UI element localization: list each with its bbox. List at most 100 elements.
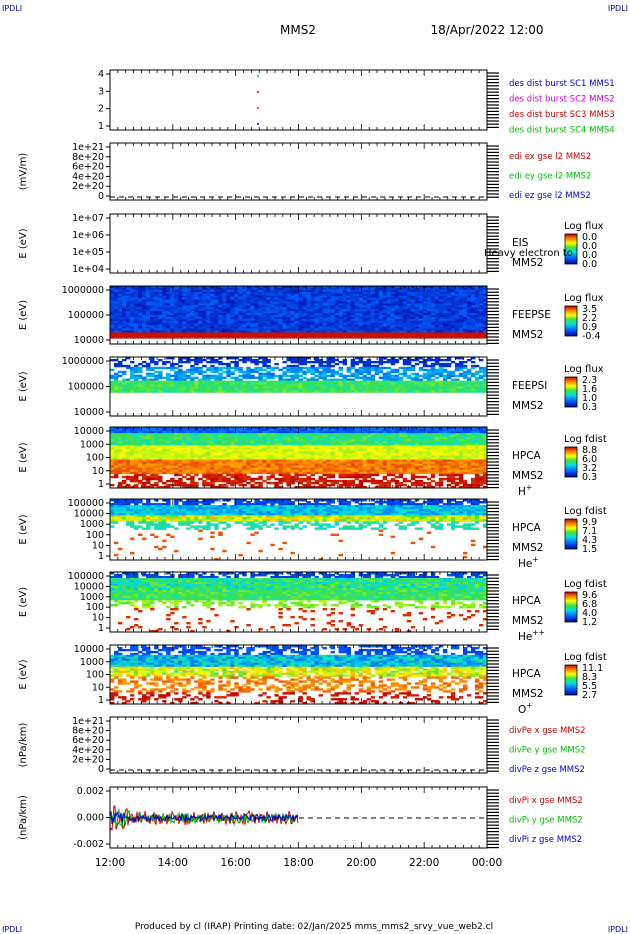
panel-feepse-pixel [474,330,480,333]
panel-feepsi-pixel [450,370,456,374]
panel-feepse-pixel [482,324,488,327]
panel-feepse-pixel [442,301,448,304]
panel-feepse-pixel [314,326,319,329]
panel-feepse-pixel [206,318,211,322]
panel-feepsi-pixel [310,378,315,381]
panel-feepse-pixel [186,291,191,295]
panel-hpca_h-pixel [162,445,167,448]
panel-feepsi-pixel [410,368,416,372]
panel-feepsi-pixel [238,358,243,362]
panel-feepse-pixel [414,336,420,339]
panel-feepse-pixel [110,311,115,314]
panel-feepsi-pixel [370,382,376,385]
panel-feepse-pixel [422,289,428,293]
panel-feepsi-pixel [422,380,428,383]
panel-feepse-pixel [266,291,271,295]
panel-hpca_h-pixel [126,441,131,444]
panel-feepsi-pixel [310,370,315,374]
panel-feepsi-pixel [370,380,376,383]
panel-feepse-pixel [234,309,239,312]
panel-hpca_h-pixel [122,447,127,450]
panel-feepse-pixel [306,318,311,322]
panel-feepse-pixel [206,307,211,310]
panel-feepsi-pixel [386,358,392,362]
panel-hpca_h-pixel [190,433,195,436]
panel-feepse-pixel [326,303,331,306]
panel-hpca_h-pixel [130,439,135,442]
panel-feepsi-pixel [414,386,420,389]
panel-feepse-pixel [310,305,315,308]
panel-feepsi-pixel [478,366,484,370]
panel-feepse-pixel [354,291,360,295]
panel-feepse-pixel [206,328,211,331]
panel-feepse-pixel [458,293,464,297]
panel-feepse-pixel [134,291,139,295]
panel-feepse-pixel [286,326,291,329]
panel-hpca_h-pixel [178,479,183,483]
panel-feepse-pixel [462,301,468,304]
panel-feepse-pixel [318,305,323,308]
panel-feepsi-pixel [302,366,307,370]
panel-feepse-pixel [474,293,480,297]
panel-feepse-pixel [198,324,203,327]
panel-feepse-pixel [398,291,404,295]
panel-feepsi-pixel [186,384,191,387]
panel-feepse-pixel [346,291,352,295]
panel-feepse-pixel [258,326,263,329]
panel-hpca_h-pixel [142,467,147,471]
panel-feepsi-pixel [438,386,444,389]
panel-feepsi-pixel [186,382,191,385]
panel-feepsi-pixel [298,368,303,372]
panel-feepse-pixel [318,291,323,295]
panel-hpca_h-pixel [182,437,187,440]
panel-feepsi-pixel [262,386,267,389]
panel-feepse-pixel [454,322,460,326]
panel-feepse-pixel [134,286,139,289]
panel-feepse-pixel [478,324,484,327]
panel-feepse-pixel [234,301,239,304]
panel-feepse-pixel [462,309,468,312]
panel-feepsi-pixel [190,382,195,385]
panel-feepse-pixel [310,307,315,310]
panel-feepsi-pixel [154,370,159,374]
panel-feepsi-pixel [358,382,364,385]
panel-feepse-pixel [398,336,404,339]
panel-feepsi-pixel [310,366,315,370]
panel-hpca_h-pixel [150,427,155,430]
panel-feepse-pixel [338,303,344,306]
panel-feepse-pixel [142,313,147,316]
panel-feepse-pixel [126,315,131,318]
panel-feepsi-pixel [134,374,139,378]
panel-feepse-pixel [310,318,315,322]
panel-feepse-pixel [178,299,183,302]
panel-feepse-pixel [210,309,215,312]
panel-feepse-pixel [178,324,183,327]
panel-feepsi-pixel [166,382,171,385]
panel-hpca_h-pixel [146,453,151,456]
panel-feepse-pixel [334,309,340,312]
panel-feepse-pixel [466,307,472,310]
panel-feepsi-pixel [322,378,327,381]
panel-feepsi-pixel [354,380,360,383]
panel-feepsi-pixel [214,388,219,391]
panel-feepsi-pixel [474,364,480,368]
panel-feepse-pixel [286,334,291,337]
panel-feepse-pixel [154,305,159,308]
panel-feepse-pixel [126,305,131,308]
panel-feepse-pixel [354,318,360,322]
panel-feepse-pixel [302,315,307,318]
panel-feepse-pixel [174,309,179,312]
panel-feepsi-pixel [366,364,372,368]
panel-feepse-pixel [414,286,420,289]
panel-feepse-pixel [162,316,167,320]
panel-feepse-pixel [378,326,384,329]
panel-feepse-pixel [342,291,348,295]
panel-feepse-pixel [166,334,171,337]
panel-feepse-pixel [314,305,319,308]
panel-feepse-pixel [314,313,319,316]
panel-feepse-pixel [154,336,159,339]
panel-feepse-pixel [310,299,315,302]
panel-feepse-pixel [386,295,392,298]
panel-feepse-pixel [482,303,488,306]
panel-feepsi-pixel [222,366,227,370]
